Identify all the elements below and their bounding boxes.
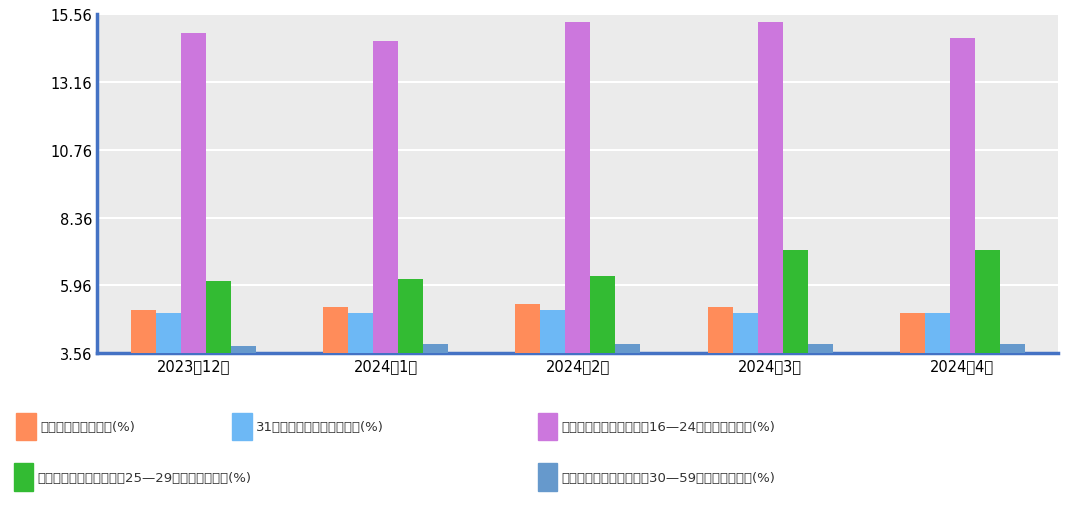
Text: 全国城镇不包含在校生的16—24岁劳动力失业率(%): 全国城镇不包含在校生的16—24岁劳动力失业率(%) [562,420,775,433]
Bar [924,313,949,454]
Bar [515,305,540,454]
Bar [707,307,732,454]
Bar [323,307,348,454]
Bar [808,344,833,454]
Text: 全国城镇调查失业率(%): 全国城镇调查失业率(%) [40,420,135,433]
Bar [616,344,640,454]
Bar [373,42,399,454]
Bar [783,251,808,454]
Bar [180,34,206,454]
Bar [975,251,1000,454]
Bar [231,347,256,454]
Bar [757,23,783,454]
Bar [949,39,975,454]
Bar [1000,344,1025,454]
Bar [156,313,180,454]
Bar [591,276,616,454]
Text: 31个大城市城镇调查失业率(%): 31个大城市城镇调查失业率(%) [256,420,383,433]
Bar [540,310,565,454]
Text: 全国城镇不包含在校生的25—29岁劳动力失业率(%): 全国城镇不包含在校生的25—29岁劳动力失业率(%) [38,471,252,484]
Bar [565,23,591,454]
Bar [900,313,924,454]
Bar [399,279,423,454]
Bar [732,313,757,454]
Bar [348,313,373,454]
Bar [206,282,231,454]
Bar [423,344,448,454]
Text: 全国城镇不包含在校生的30—59岁劳动力失业率(%): 全国城镇不包含在校生的30—59岁劳动力失业率(%) [562,471,775,484]
Bar [131,310,156,454]
